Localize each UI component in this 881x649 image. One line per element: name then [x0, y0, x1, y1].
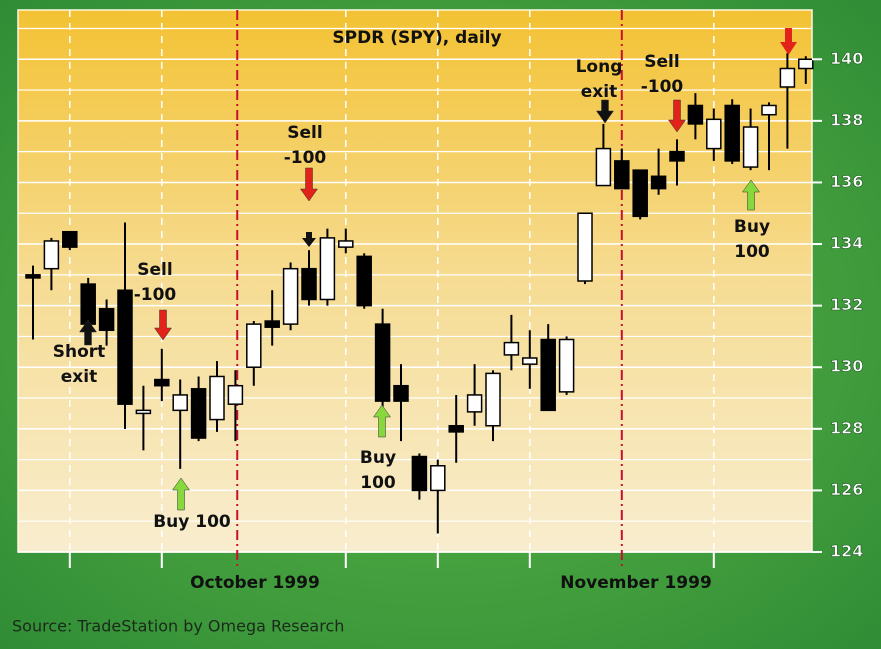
candle-body: [80, 283, 96, 325]
candles: [25, 53, 814, 534]
candle-body: [466, 394, 483, 413]
candle-body: [650, 175, 667, 190]
annotation-text: 100: [360, 473, 396, 493]
annotation-text: Sell: [644, 52, 679, 72]
candle-body: [374, 323, 391, 402]
candle-body: [117, 289, 133, 405]
arrow: [302, 232, 316, 247]
annotation-text: Long: [576, 57, 623, 77]
annotation-text: -100: [134, 285, 177, 305]
candle-body: [319, 237, 336, 301]
candle-body: [172, 394, 188, 412]
y-tick-label: 134: [830, 234, 863, 253]
arrow: [780, 28, 797, 55]
x-month-label: November 1999: [560, 573, 712, 593]
annotation-arrow: [596, 99, 614, 124]
source-note: Source: TradeStation by Omega Research: [12, 617, 344, 636]
candle-body: [411, 455, 428, 492]
candle-body: [430, 465, 446, 492]
candle-body: [227, 384, 244, 405]
candle-body: [209, 375, 225, 421]
candle-body: [485, 372, 501, 427]
y-tick-label: 138: [830, 110, 863, 129]
candle-body: [779, 67, 796, 88]
candle-body: [577, 212, 593, 282]
candle-body: [25, 274, 41, 279]
candle-body: [687, 104, 704, 125]
candle-body: [154, 378, 170, 387]
candle-body: [595, 147, 612, 187]
annotation-text: Buy: [734, 217, 770, 237]
candle-body: [98, 307, 115, 332]
candle-body: [742, 126, 759, 168]
annotation-text: exit: [61, 367, 97, 387]
candle-body: [356, 255, 372, 307]
candle-body: [558, 338, 575, 393]
annotation-arrow: [373, 404, 391, 438]
candle-body: [62, 230, 78, 248]
annotation-text: -100: [284, 148, 327, 168]
annotations: Short exit Sell -100 Buy 100 Sell -100 Buy 100 Lo…: [53, 28, 797, 532]
annotation-arrow: [300, 167, 318, 202]
candle-body: [798, 58, 814, 70]
y-tick-label: 140: [830, 49, 863, 68]
candle-body: [522, 357, 538, 365]
annotation-text: 100: [734, 242, 770, 262]
y-tick-label: 130: [830, 357, 863, 376]
annotation-arrow: [79, 319, 97, 346]
annotation-text: Buy: [360, 448, 396, 468]
y-tick-label: 132: [830, 295, 863, 314]
annotation-text: Short: [53, 342, 106, 362]
annotation-text: exit: [581, 82, 617, 102]
candle-body: [264, 320, 280, 328]
candle-body: [190, 388, 207, 439]
candle-body: [540, 338, 556, 412]
candle-body: [632, 169, 648, 218]
candle-body: [614, 160, 630, 190]
candle-body: [669, 150, 685, 162]
annotation-arrow: [172, 477, 190, 511]
grid: [18, 10, 812, 568]
y-tick-label: 128: [830, 418, 863, 437]
candle-body: [246, 323, 262, 368]
candle-body: [393, 384, 409, 402]
chart-title: SPDR (SPY), daily: [332, 28, 501, 48]
candle-body: [282, 267, 299, 325]
annotation-text: Buy 100: [153, 512, 231, 532]
candle-body: [43, 240, 60, 270]
y-tick-label: 124: [830, 542, 863, 561]
x-month-label: October 1999: [190, 573, 320, 593]
candle-body: [135, 409, 152, 415]
annotation-text: Sell: [137, 260, 172, 280]
candle-body: [724, 104, 740, 162]
candle-body: [448, 424, 464, 433]
annotation-text: Sell: [287, 123, 322, 143]
candle-body: [761, 104, 777, 116]
candle-body: [503, 341, 520, 356]
annotation-arrow: [668, 99, 686, 133]
candle-body: [706, 118, 722, 150]
y-tick-label: 136: [830, 172, 863, 191]
candle-body: [301, 267, 317, 301]
annotation-arrow: [154, 309, 172, 341]
candle-body: [338, 240, 354, 248]
annotation-arrow: [742, 179, 760, 211]
annotation-text: -100: [641, 77, 684, 97]
y-tick-label: 126: [830, 480, 863, 499]
